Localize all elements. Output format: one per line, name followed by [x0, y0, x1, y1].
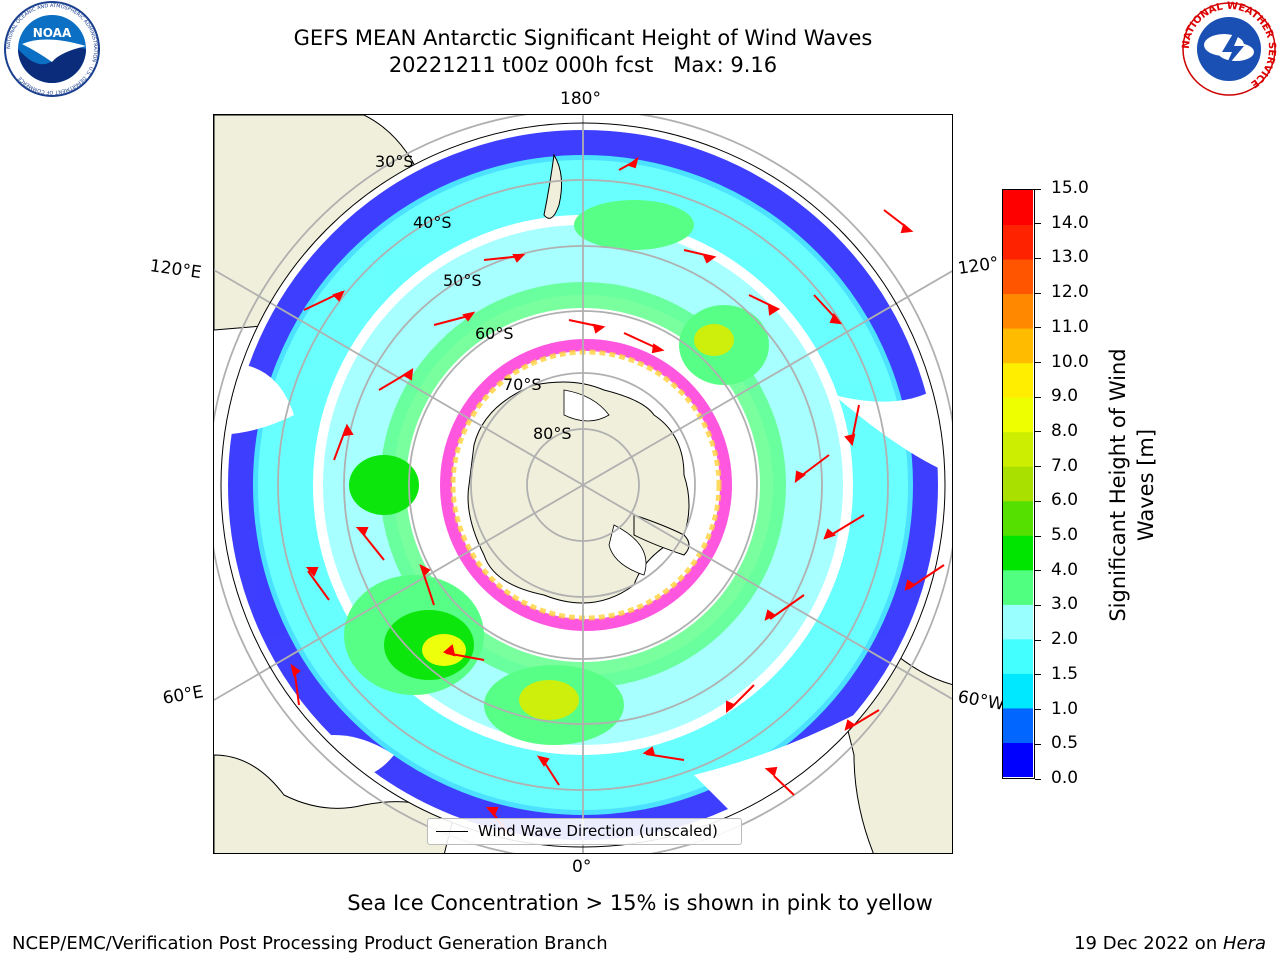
colorbar-tick-mark [1035, 639, 1041, 641]
colorbar-tick-label: 13.0 [1051, 247, 1089, 268]
colorbar-tick-mark [1035, 709, 1041, 711]
colorbar-swatch [1003, 742, 1033, 777]
polar-map [213, 114, 953, 854]
colorbar-swatch [1003, 362, 1033, 398]
colorbar-tick-label: 0.0 [1051, 768, 1079, 788]
colorbar-tick-label: 1.0 [1051, 698, 1079, 719]
map-subtitle: 20221211 t00z 000h fcst Max: 9.16 [388, 53, 778, 77]
colorbar-swatch [1003, 569, 1033, 605]
sea-ice-note: Sea Ice Concentration > 15% is shown in … [347, 891, 933, 915]
lat-label-30s: 30°S [375, 152, 414, 171]
credit-machine: Hera [1222, 933, 1266, 954]
colorbar-tick-mark [1035, 292, 1041, 294]
colorbar-tick-label: 12.0 [1051, 282, 1089, 303]
credit-right: 19 Dec 2022 on Hera [1074, 933, 1266, 954]
graticule [214, 115, 952, 853]
colorbar-tick-label: 0.5 [1051, 733, 1079, 754]
credit-date: 19 Dec 2022 on [1074, 933, 1223, 954]
colorbar-tick-mark [1035, 466, 1041, 468]
lon-label-0: 0° [572, 857, 592, 877]
svg-text:NOAA: NOAA [33, 26, 72, 40]
colorbar-tick-label: 2.0 [1051, 629, 1079, 650]
colorbar-swatch [1003, 259, 1033, 295]
colorbar-swatch [1003, 638, 1033, 674]
lon-label-180: 180° [560, 89, 601, 109]
colorbar-swatch [1003, 293, 1033, 329]
colorbar-tick-mark [1035, 535, 1041, 537]
colorbar-swatch [1003, 500, 1033, 536]
colorbar-swatch [1003, 431, 1033, 467]
lon-label-60w: 60°W [956, 687, 1006, 716]
colorbar-tick-label: 15.0 [1051, 178, 1089, 198]
colorbar-tick-mark [1035, 604, 1041, 606]
lat-label-70s: 70°S [503, 375, 542, 394]
colorbar-tick-mark [1035, 674, 1041, 676]
colorbar-tick-mark [1035, 570, 1041, 572]
colorbar-tick-label: 4.0 [1051, 559, 1079, 580]
colorbar-tick-mark [1035, 257, 1041, 259]
nws-logo: NATIONAL WEATHER SERVICE [1178, 0, 1280, 100]
colorbar-tick-mark [1035, 500, 1041, 502]
polar-map-svg [214, 115, 952, 853]
colorbar-swatch [1003, 673, 1033, 709]
map-title: GEFS MEAN Antarctic Significant Height o… [293, 26, 873, 50]
colorbar-tick-mark [1035, 778, 1041, 780]
colorbar-tick-mark [1035, 396, 1041, 398]
lon-label-120w: 120° [956, 253, 1000, 279]
lon-label-120e: 120°E [148, 256, 203, 284]
colorbar-swatch [1003, 397, 1033, 433]
colorbar-swatch [1003, 328, 1033, 364]
colorbar-tick-label: 9.0 [1051, 386, 1079, 407]
colorbar [1002, 189, 1035, 779]
colorbar-tick-label: 5.0 [1051, 525, 1079, 546]
legend-label: Wind Wave Direction (unscaled) [478, 822, 718, 840]
lat-label-40s: 40°S [413, 213, 452, 232]
lat-label-50s: 50°S [443, 271, 482, 290]
colorbar-tick-label: 8.0 [1051, 420, 1079, 441]
colorbar-swatch [1003, 707, 1033, 743]
colorbar-tick-label: 14.0 [1051, 212, 1089, 233]
lat-label-80s: 80°S [533, 424, 572, 443]
colorbar-tick-label: 3.0 [1051, 594, 1079, 615]
colorbar-tick-mark [1035, 327, 1041, 329]
colorbar-swatch [1003, 604, 1033, 640]
colorbar-swatch [1003, 224, 1033, 260]
lat-label-60s: 60°S [475, 324, 514, 343]
colorbar-swatch [1003, 190, 1033, 226]
lon-label-60e: 60°E [161, 682, 205, 709]
credit-left: NCEP/EMC/Verification Post Processing Pr… [12, 933, 608, 954]
colorbar-tick-label: 1.5 [1051, 663, 1079, 684]
colorbar-tick-label: 10.0 [1051, 351, 1089, 372]
colorbar-tick-label: 7.0 [1051, 455, 1079, 476]
colorbar-swatches [1003, 190, 1033, 777]
colorbar-tick-label: 6.0 [1051, 490, 1079, 511]
colorbar-tick-mark [1035, 743, 1041, 745]
noaa-logo: NOAA NATIONAL OCEANIC AND ATMOSPHERIC AD… [0, 0, 104, 100]
map-legend: Wind Wave Direction (unscaled) [427, 818, 742, 845]
legend-line-swatch [436, 831, 468, 832]
sea-ice-ring [440, 339, 732, 631]
colorbar-swatch [1003, 535, 1033, 571]
colorbar-tick-mark [1035, 431, 1041, 433]
colorbar-tick-mark [1035, 223, 1041, 225]
colorbar-tick-mark [1035, 188, 1041, 190]
colorbar-tick-mark [1035, 362, 1041, 364]
colorbar-title-text: Significant Height of Wind Waves [m] [1106, 348, 1158, 622]
new-zealand-land [543, 153, 563, 219]
colorbar-tick-label: 11.0 [1051, 316, 1089, 337]
colorbar-title: Significant Height of Wind Waves [m] [1104, 335, 1160, 635]
colorbar-swatch [1003, 466, 1033, 502]
